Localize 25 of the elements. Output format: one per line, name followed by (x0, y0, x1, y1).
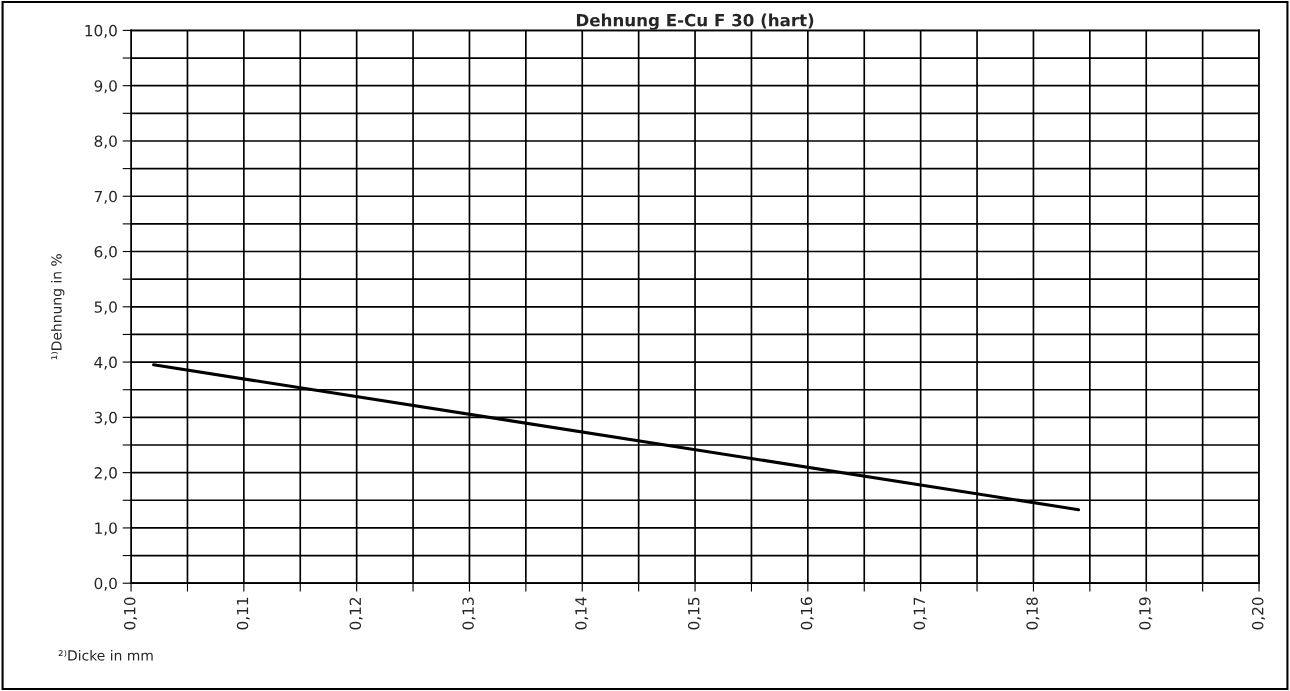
x-tick-label: 0,13 (462, 597, 476, 630)
x-tick-label: 0,16 (800, 597, 814, 630)
y-tick-label: 4,0 (94, 356, 117, 370)
y-tick-label: 5,0 (94, 301, 117, 315)
x-tick-label: 0,11 (236, 597, 250, 630)
y-tick-label: 7,0 (94, 190, 117, 204)
x-tick-label: 0,20 (1251, 597, 1266, 630)
y-tick-label: 10,0 (85, 24, 117, 38)
y-tick-label: 0,0 (94, 577, 117, 591)
y-tick-label: 6,0 (94, 245, 117, 260)
x-tick-label: 0,19 (1139, 597, 1153, 630)
y-tick-label: 8,0 (94, 135, 117, 149)
y-tick-label: 3,0 (94, 411, 117, 425)
x-tick-label: 0,15 (687, 597, 702, 630)
x-tick-label: 0,12 (349, 597, 363, 630)
y-tick-label: 9,0 (94, 80, 117, 94)
x-axis-title: ²⁾Dicke in mm (58, 649, 153, 661)
x-tick-label: 0,14 (575, 597, 589, 630)
y-tick-label: 1,0 (95, 522, 117, 536)
x-tick-label: 0,10 (123, 597, 138, 630)
x-tick-label: 0,18 (1026, 597, 1040, 630)
chart-title: Dehnung E-Cu F 30 (hart) (576, 13, 814, 30)
x-tick-label: 0,17 (913, 597, 927, 630)
y-tick-label: 2,0 (94, 467, 117, 481)
y-axis-title: ¹⁾Dehnung in % (50, 254, 65, 360)
